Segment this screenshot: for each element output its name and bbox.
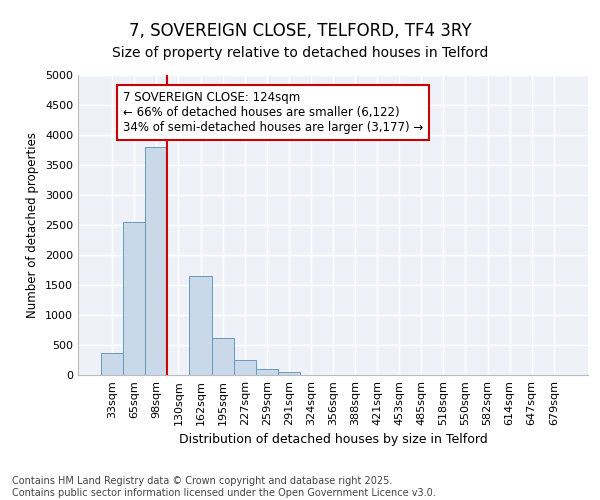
Bar: [233, 360, 256, 375]
Bar: [123, 222, 145, 375]
Text: Size of property relative to detached houses in Telford: Size of property relative to detached ho…: [112, 46, 488, 60]
Bar: [190, 276, 212, 375]
Bar: [145, 147, 167, 375]
Text: 7, SOVEREIGN CLOSE, TELFORD, TF4 3RY: 7, SOVEREIGN CLOSE, TELFORD, TF4 3RY: [128, 22, 472, 40]
Bar: [278, 372, 300, 375]
X-axis label: Distribution of detached houses by size in Telford: Distribution of detached houses by size …: [179, 434, 487, 446]
Bar: [101, 352, 123, 375]
Bar: [212, 338, 233, 375]
Text: 7 SOVEREIGN CLOSE: 124sqm
← 66% of detached houses are smaller (6,122)
34% of se: 7 SOVEREIGN CLOSE: 124sqm ← 66% of detac…: [123, 91, 424, 134]
Text: Contains HM Land Registry data © Crown copyright and database right 2025.
Contai: Contains HM Land Registry data © Crown c…: [12, 476, 436, 498]
Y-axis label: Number of detached properties: Number of detached properties: [26, 132, 40, 318]
Bar: [256, 369, 278, 375]
